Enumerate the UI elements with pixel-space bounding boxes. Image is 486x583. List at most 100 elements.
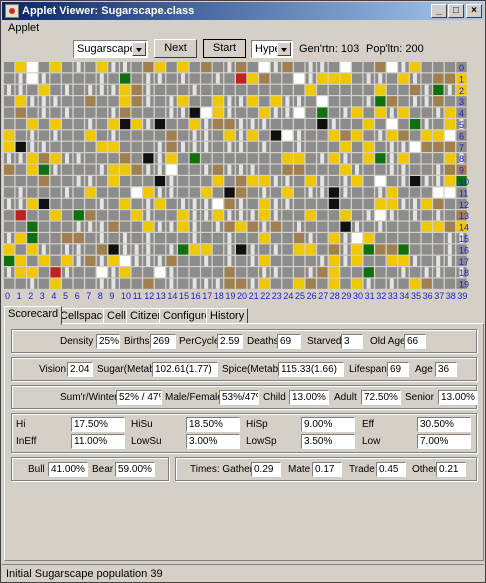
grid-cell[interactable] bbox=[4, 164, 15, 175]
grid-cell[interactable] bbox=[270, 221, 282, 232]
grid-cell[interactable] bbox=[444, 198, 456, 209]
grid-cell[interactable] bbox=[131, 73, 142, 84]
grid-cell[interactable] bbox=[236, 62, 247, 73]
grid-cell[interactable] bbox=[317, 73, 328, 84]
grid-cell[interactable] bbox=[386, 130, 398, 141]
grid-cell[interactable] bbox=[317, 210, 328, 221]
grid-cell[interactable] bbox=[456, 221, 467, 232]
grid-cell[interactable] bbox=[154, 267, 166, 278]
grid-cell[interactable] bbox=[294, 153, 305, 164]
grid-cell[interactable] bbox=[85, 244, 96, 255]
grid-cell[interactable] bbox=[212, 130, 224, 141]
grid-cell[interactable] bbox=[270, 130, 282, 141]
grid-cell[interactable] bbox=[433, 73, 444, 84]
grid-cell[interactable] bbox=[386, 267, 398, 278]
grid-cell[interactable] bbox=[131, 141, 142, 152]
grid-cell[interactable] bbox=[386, 244, 398, 255]
grid-cell[interactable] bbox=[421, 164, 432, 175]
grid-cell[interactable] bbox=[131, 164, 142, 175]
grid-cell[interactable] bbox=[398, 107, 409, 118]
scenario-select[interactable]: Sugarscape bbox=[73, 40, 148, 58]
grid-cell[interactable] bbox=[178, 255, 189, 266]
grid-cell[interactable] bbox=[73, 96, 84, 107]
grid-cell[interactable] bbox=[433, 119, 444, 130]
grid-cell[interactable] bbox=[131, 187, 142, 198]
grid-cell[interactable] bbox=[85, 255, 96, 266]
grid-cell[interactable] bbox=[15, 233, 26, 244]
grid-cell[interactable] bbox=[270, 73, 282, 84]
grid-cell[interactable] bbox=[410, 176, 421, 187]
grid-cell[interactable] bbox=[224, 130, 235, 141]
grid-cell[interactable] bbox=[444, 267, 456, 278]
grid-cell[interactable] bbox=[108, 244, 119, 255]
grid-cell[interactable] bbox=[212, 244, 224, 255]
grid-cell[interactable] bbox=[433, 244, 444, 255]
grid-cell[interactable] bbox=[85, 153, 96, 164]
grid-cell[interactable] bbox=[4, 62, 15, 73]
grid-cell[interactable] bbox=[305, 119, 316, 130]
grid-cell[interactable] bbox=[444, 187, 456, 198]
grid-cell[interactable] bbox=[352, 198, 363, 209]
grid-cell[interactable] bbox=[328, 244, 340, 255]
grid-cell[interactable] bbox=[15, 96, 26, 107]
grid-cell[interactable] bbox=[96, 141, 108, 152]
grid-cell[interactable] bbox=[108, 96, 119, 107]
grid-cell[interactable] bbox=[363, 255, 374, 266]
grid-cell[interactable] bbox=[317, 164, 328, 175]
grid-cell[interactable] bbox=[247, 267, 258, 278]
grid-cell[interactable] bbox=[317, 119, 328, 130]
grid-cell[interactable] bbox=[305, 164, 316, 175]
grid-cell[interactable] bbox=[421, 130, 432, 141]
grid-cell[interactable] bbox=[154, 130, 166, 141]
grid-cell[interactable] bbox=[166, 255, 177, 266]
grid-cell[interactable] bbox=[189, 267, 200, 278]
grid-cell[interactable] bbox=[96, 187, 108, 198]
grid-cell[interactable] bbox=[85, 267, 96, 278]
grid-cell[interactable] bbox=[433, 187, 444, 198]
grid-cell[interactable] bbox=[154, 176, 166, 187]
grid-cell[interactable] bbox=[62, 73, 73, 84]
grid-cell[interactable] bbox=[189, 153, 200, 164]
grid-cell[interactable] bbox=[4, 130, 15, 141]
grid-cell[interactable] bbox=[120, 73, 131, 84]
grid-cell[interactable] bbox=[212, 198, 224, 209]
grid-cell[interactable] bbox=[352, 255, 363, 266]
grid-cell[interactable] bbox=[421, 244, 432, 255]
grid-cell[interactable] bbox=[38, 130, 50, 141]
grid-cell[interactable] bbox=[27, 73, 38, 84]
grid-cell[interactable] bbox=[328, 198, 340, 209]
grid-cell[interactable] bbox=[305, 210, 316, 221]
grid-cell[interactable] bbox=[352, 119, 363, 130]
grid-cell[interactable] bbox=[375, 210, 386, 221]
grid-cell[interactable] bbox=[108, 176, 119, 187]
grid-cell[interactable] bbox=[456, 176, 467, 187]
grid-cell[interactable] bbox=[317, 267, 328, 278]
grid-cell[interactable] bbox=[294, 164, 305, 175]
grid-cell[interactable] bbox=[73, 210, 84, 221]
grid-cell[interactable] bbox=[73, 187, 84, 198]
grid-cell[interactable] bbox=[166, 153, 177, 164]
grid-cell[interactable] bbox=[340, 84, 351, 95]
grid-cell[interactable] bbox=[73, 141, 84, 152]
grid-cell[interactable] bbox=[386, 62, 398, 73]
grid-cell[interactable] bbox=[433, 153, 444, 164]
grid-cell[interactable] bbox=[410, 119, 421, 130]
grid-cell[interactable] bbox=[270, 233, 282, 244]
grid-cell[interactable] bbox=[27, 210, 38, 221]
grid-cell[interactable] bbox=[178, 221, 189, 232]
grid-cell[interactable] bbox=[131, 267, 142, 278]
grid-cell[interactable] bbox=[294, 176, 305, 187]
grid-cell[interactable] bbox=[305, 141, 316, 152]
grid-cell[interactable] bbox=[282, 187, 293, 198]
grid-cell[interactable] bbox=[305, 221, 316, 232]
grid-cell[interactable] bbox=[410, 233, 421, 244]
grid-cell[interactable] bbox=[212, 141, 224, 152]
grid-cell[interactable] bbox=[120, 187, 131, 198]
grid-cell[interactable] bbox=[120, 267, 131, 278]
grid-cell[interactable] bbox=[340, 130, 351, 141]
grid-cell[interactable] bbox=[375, 255, 386, 266]
grid-cell[interactable] bbox=[247, 233, 258, 244]
grid-cell[interactable] bbox=[62, 62, 73, 73]
grid-cell[interactable] bbox=[73, 119, 84, 130]
grid-cell[interactable] bbox=[375, 244, 386, 255]
